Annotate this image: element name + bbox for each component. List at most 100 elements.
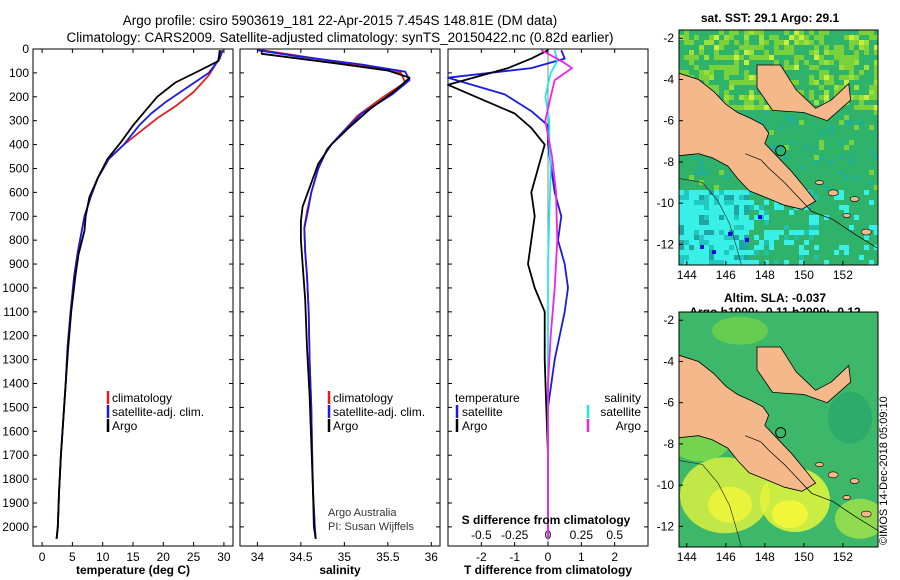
lat-tick-label: -12 [657, 519, 675, 533]
sst-cell [834, 250, 839, 255]
sst-cell [789, 35, 794, 40]
sst-cell [704, 205, 709, 210]
sst-cell [869, 30, 874, 35]
land-new-guinea [679, 354, 817, 492]
sst-cell [744, 50, 749, 55]
sst-cell [854, 125, 859, 130]
sst-cell [724, 235, 729, 240]
sst-cell [729, 245, 734, 250]
x-tick-label: 36 [425, 550, 439, 564]
sst-cell [719, 260, 724, 265]
depth-tick-label: 1700 [2, 448, 29, 462]
depth-tick-label: 1900 [2, 496, 29, 510]
sst-cell [744, 240, 749, 245]
x-tick-label: 30 [217, 550, 231, 564]
sst-cell [679, 210, 684, 215]
sst-cell [869, 225, 874, 230]
sst-cell [724, 245, 729, 250]
sst-cell [704, 200, 709, 205]
sst-cell [809, 230, 814, 235]
land-island [815, 180, 824, 185]
land-island [827, 189, 839, 197]
sst-cell [724, 250, 729, 255]
x-tick-label: 0 [545, 550, 552, 564]
sst-cell [764, 260, 769, 265]
sst-cell [704, 235, 709, 240]
sst-cell [859, 30, 864, 35]
sst-cell [724, 95, 729, 100]
sst-cell [859, 70, 864, 75]
sla-anomaly [712, 316, 768, 345]
sst-cell [684, 215, 689, 220]
sst-cell [719, 40, 724, 45]
sst-cell [684, 255, 689, 260]
sst-cell [714, 230, 719, 235]
sst-cell [749, 105, 754, 110]
legend-label-argo: Argo [112, 419, 138, 433]
sst-cell [859, 120, 864, 125]
temperature-panel: 0100200300400500600700800900100011001200… [2, 42, 234, 577]
sst-cell [859, 45, 864, 50]
sst-cell [859, 255, 864, 260]
sst-cell [869, 180, 874, 185]
sst-cell [734, 60, 739, 65]
lat-tick-label: -8 [663, 437, 674, 451]
sst-cell [734, 215, 739, 220]
sst-cell [864, 190, 869, 195]
sst-cell [744, 235, 749, 240]
sst-cell [819, 55, 824, 60]
sst-cell [794, 60, 799, 65]
sst-cell [719, 170, 724, 175]
sst-cell [839, 195, 844, 200]
sst-cell [719, 55, 724, 60]
depth-tick-label: 800 [9, 233, 29, 247]
sst-cell [819, 35, 824, 40]
sst-cell [739, 195, 744, 200]
sst-cell [699, 250, 704, 255]
sst-cell [864, 65, 869, 70]
sst-cell [714, 85, 719, 90]
sst-cell [789, 120, 794, 125]
sst-cell [754, 45, 759, 50]
sst-cell [804, 250, 809, 255]
salinity-x-axis: 34 34.5 35 35.5 36 [240, 48, 440, 564]
sst-cell [679, 245, 684, 250]
sst-cell [739, 80, 744, 85]
sst-cell [744, 80, 749, 85]
sst-cell [869, 105, 874, 110]
sst-cell [844, 60, 849, 65]
sst-map-panel: sat. SST: 29.1 Argo: 29.1 144 146 148 150 15… [657, 11, 879, 282]
sst-cell [729, 190, 734, 195]
sst-cell [754, 205, 759, 210]
sst-cell [844, 75, 849, 80]
sst-cell [824, 185, 829, 190]
sst-cell [729, 240, 734, 245]
sst-cell [839, 120, 844, 125]
sst-cell [759, 30, 764, 35]
sst-cell [734, 30, 739, 35]
sst-cell [759, 45, 764, 50]
chart-title-line2: Climatology: CARS2009. Satellite-adjuste… [66, 30, 613, 45]
sst-cell [704, 170, 709, 175]
sst-cell [744, 100, 749, 105]
sst-cell [874, 90, 878, 95]
sst-cell [734, 255, 739, 260]
sst-cell [744, 205, 749, 210]
sst-cell [764, 105, 769, 110]
sst-cell [704, 260, 709, 265]
sst-cell [834, 195, 839, 200]
sst-cell [734, 240, 739, 245]
sst-cell [694, 250, 699, 255]
difference-panel: -2 -1 0 1 2 -0.5 -0.25 0 0.25 0.5 T difference f… [447, 48, 649, 577]
sst-cell [814, 215, 819, 220]
sst-cell [714, 190, 719, 195]
sst-cell [694, 170, 699, 175]
sst-cell [809, 80, 814, 85]
chart-title-line1: Argo profile: csiro 5903619_181 22-Apr-2… [123, 13, 558, 28]
salinity-x-label: salinity [319, 563, 361, 577]
sst-cell [774, 40, 779, 45]
legend-title-salinity: salinity [604, 391, 641, 405]
sst-cell [694, 215, 699, 220]
sst-cell [759, 95, 764, 100]
depth-tick-label: 300 [9, 114, 29, 128]
